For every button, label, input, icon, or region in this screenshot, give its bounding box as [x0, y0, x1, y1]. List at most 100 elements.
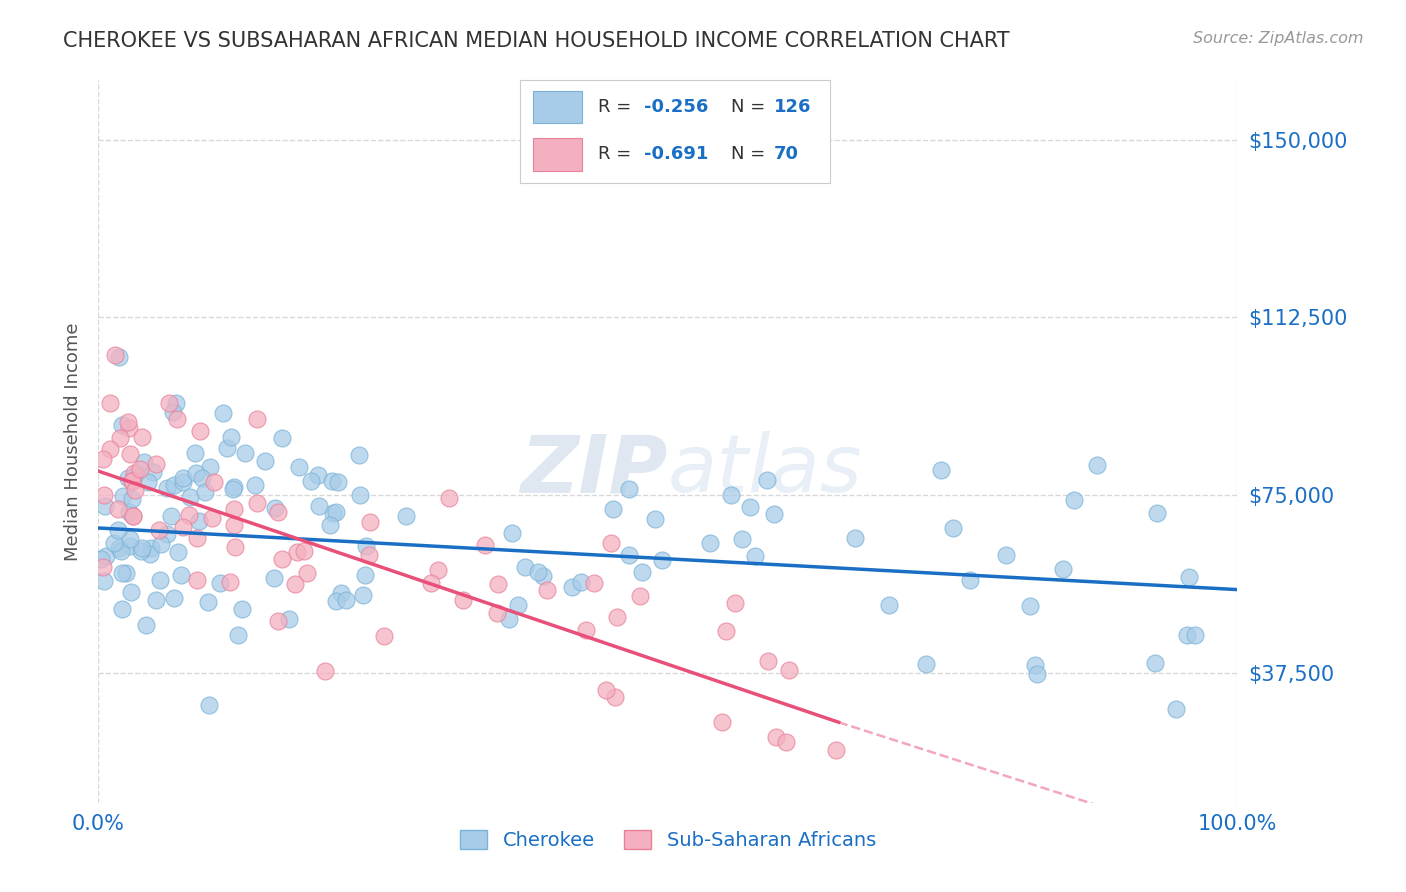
Point — [90, 552, 112, 566]
Point — [118, 447, 141, 461]
Text: N =: N = — [731, 145, 770, 163]
Point — [277, 612, 299, 626]
Point — [121, 509, 143, 524]
Point — [120, 584, 142, 599]
Point — [149, 537, 172, 551]
Point — [606, 610, 628, 624]
Point — [778, 663, 800, 677]
Point — [131, 541, 153, 555]
Point — [103, 536, 125, 550]
Point — [110, 543, 132, 558]
Y-axis label: Median Household Income: Median Household Income — [63, 322, 82, 561]
Point — [756, 473, 779, 487]
Point — [330, 586, 353, 600]
Point — [527, 565, 550, 579]
Text: -0.691: -0.691 — [644, 145, 709, 163]
Point — [194, 485, 217, 500]
Point — [508, 598, 530, 612]
Point — [325, 593, 347, 607]
Point — [117, 415, 139, 429]
Point — [141, 541, 163, 556]
Text: N =: N = — [731, 98, 770, 116]
Point — [731, 532, 754, 546]
Text: atlas: atlas — [668, 432, 863, 509]
Point — [139, 547, 162, 561]
Point — [148, 573, 170, 587]
Point — [246, 412, 269, 426]
Point — [197, 595, 219, 609]
Point — [172, 475, 194, 489]
Point — [212, 406, 235, 420]
Point — [179, 508, 201, 523]
Legend: Cherokee, Sub-Saharan Africans: Cherokee, Sub-Saharan Africans — [451, 822, 884, 858]
Point — [561, 580, 583, 594]
Point — [134, 455, 156, 469]
Point — [111, 566, 134, 580]
Point — [292, 544, 315, 558]
Point — [208, 575, 231, 590]
Point — [93, 452, 115, 467]
Point — [120, 532, 142, 546]
Point — [200, 460, 222, 475]
Point — [108, 350, 131, 364]
Text: Source: ZipAtlas.com: Source: ZipAtlas.com — [1194, 31, 1364, 46]
Point — [243, 478, 266, 492]
Point — [765, 730, 787, 744]
Point — [322, 506, 344, 520]
Point — [122, 468, 145, 483]
Point — [163, 478, 186, 492]
Point — [1143, 656, 1166, 670]
Point — [172, 520, 194, 534]
Point — [602, 501, 624, 516]
FancyBboxPatch shape — [533, 137, 582, 170]
Point — [270, 431, 292, 445]
Point — [699, 536, 721, 550]
Point — [630, 590, 652, 604]
Point — [179, 491, 201, 505]
Point — [186, 573, 208, 587]
Point — [162, 405, 184, 419]
Point — [131, 430, 153, 444]
Point — [531, 568, 554, 582]
Point — [267, 505, 290, 519]
Point — [96, 549, 118, 563]
Point — [107, 523, 129, 537]
Point — [352, 588, 374, 602]
Point — [121, 491, 143, 506]
Point — [186, 531, 208, 545]
Point — [1052, 562, 1074, 576]
Point — [166, 412, 188, 426]
Point — [619, 548, 641, 562]
Point — [156, 527, 179, 541]
Point — [929, 463, 952, 477]
Point — [115, 566, 138, 581]
Text: 126: 126 — [773, 98, 811, 116]
Point — [1146, 506, 1168, 520]
Point — [349, 448, 371, 462]
Point — [271, 551, 294, 566]
Point — [100, 442, 122, 457]
Point — [844, 531, 866, 545]
Point — [186, 466, 208, 480]
Point — [112, 489, 135, 503]
Point — [94, 499, 117, 513]
Point — [995, 549, 1018, 563]
Point — [226, 628, 249, 642]
Point — [439, 491, 461, 505]
Point — [536, 582, 558, 597]
Point — [288, 460, 311, 475]
Point — [603, 690, 626, 705]
Text: R =: R = — [598, 145, 637, 163]
Point — [219, 575, 242, 590]
Point — [1178, 570, 1201, 584]
Point — [117, 421, 139, 435]
Point — [325, 505, 347, 519]
Point — [720, 488, 742, 502]
Point — [122, 508, 145, 523]
Point — [254, 453, 277, 467]
Point — [246, 495, 269, 509]
Point — [335, 592, 357, 607]
Point — [156, 481, 179, 495]
Point — [354, 539, 377, 553]
Point — [349, 488, 371, 502]
